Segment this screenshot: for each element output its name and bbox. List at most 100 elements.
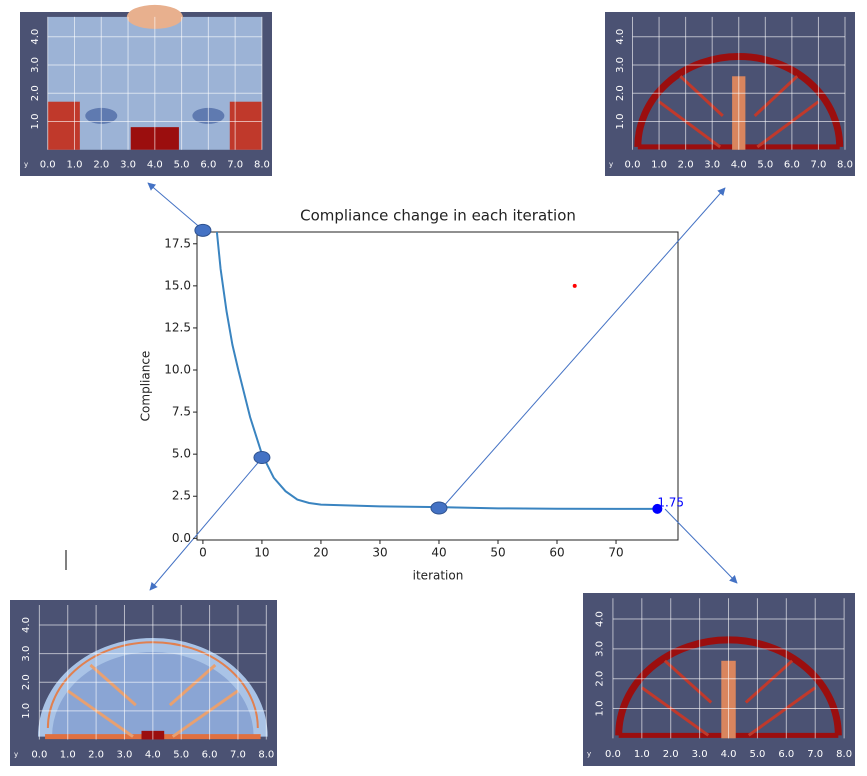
y-tick-label: 5.0 <box>172 447 191 461</box>
field <box>47 101 80 150</box>
arrow <box>149 457 263 591</box>
inset-x-label: 7.0 <box>230 749 246 760</box>
inset-y-label: 3.0 <box>594 641 605 657</box>
red-point <box>572 283 577 288</box>
member <box>663 659 713 704</box>
inset: 0.0 1.0 2.0 3.0 4.0 5.0 6.0 7.0 8.0 1.0 2.0 3.0 4.0 y <box>10 600 277 766</box>
inset-x-label: 8.0 <box>836 749 852 760</box>
y-tick-label: 7.5 <box>172 405 191 419</box>
inset-axis-label: y <box>14 750 18 758</box>
x-tick-label: 30 <box>372 546 387 560</box>
member <box>753 75 799 117</box>
y-tick-label: 15.0 <box>164 278 191 292</box>
member <box>89 663 137 707</box>
inset-axis-label: y <box>609 161 613 169</box>
inset-x-label: 1.0 <box>60 749 76 760</box>
member <box>66 689 134 738</box>
inset-y-label: 2.0 <box>594 671 605 687</box>
inset-x-label: 0.0 <box>31 749 47 760</box>
arrows <box>147 182 738 591</box>
inset-x-label: 7.0 <box>807 749 823 760</box>
inset: 0.0 1.0 2.0 3.0 4.0 5.0 6.0 7.0 8.0 1.0 2.0 3.0 4.0 y <box>583 593 855 766</box>
inset-x-label: 5.0 <box>174 160 190 171</box>
inset-x-label: 5.0 <box>757 160 773 171</box>
inset-x-label: 1.0 <box>634 749 650 760</box>
y-axis-label: Compliance <box>139 351 153 422</box>
inset-y-label: 3.0 <box>615 57 626 73</box>
inset-y-label: 1.0 <box>615 114 626 130</box>
inset-y-label: 4.0 <box>615 29 626 45</box>
y-tick-label: 12.5 <box>164 320 191 334</box>
inset-x-label: 6.0 <box>200 160 216 171</box>
inset-y-label: 1.0 <box>30 114 41 130</box>
inset-x-label: 3.0 <box>692 749 708 760</box>
end-label: 1.75 <box>657 495 684 509</box>
plot-frame <box>196 231 679 541</box>
inset-x-label: 2.0 <box>88 749 104 760</box>
inset-x-label: 0.0 <box>605 749 621 760</box>
line <box>215 232 658 510</box>
arrow <box>441 187 726 509</box>
y-tick-label: 0.0 <box>172 531 191 545</box>
inset-axis-label: y <box>587 750 591 758</box>
y-tick-label: 17.5 <box>164 236 191 250</box>
x-tick-label: 70 <box>608 546 623 560</box>
inset-x-label: 5.0 <box>749 749 765 760</box>
y-tick-label: 2.5 <box>172 489 191 503</box>
member <box>756 100 820 149</box>
inset-y-label: 4.0 <box>30 29 41 45</box>
x-tick-label: 40 <box>431 546 446 560</box>
member <box>658 100 722 149</box>
inset-y-label: 4.0 <box>21 617 32 633</box>
inset-x-label: 3.0 <box>117 749 133 760</box>
x-tick-label: 50 <box>490 546 505 560</box>
inset: 0.0 1.0 2.0 3.0 4.0 5.0 6.0 7.0 8.0 1.0 2.0 3.0 4.0 y <box>20 4 272 176</box>
inset-x-label: 2.0 <box>663 749 679 760</box>
inset-y-label: 3.0 <box>21 646 32 662</box>
member <box>640 686 710 737</box>
inset-x-label: 6.0 <box>202 749 218 760</box>
inset-x-label: 5.0 <box>173 749 189 760</box>
inset-x-label: 1.0 <box>651 160 667 171</box>
inset-x-label: 8.0 <box>254 160 270 171</box>
member <box>747 686 817 737</box>
inset-x-label: 4.0 <box>147 160 163 171</box>
inset-x-label: 3.0 <box>120 160 136 171</box>
x-tick-label: 20 <box>313 546 328 560</box>
inset-x-label: 0.0 <box>625 160 641 171</box>
inset-y-label: 1.0 <box>594 701 605 717</box>
member <box>168 663 217 707</box>
inset-x-label: 0.0 <box>40 160 56 171</box>
inset-x-label: 7.0 <box>227 160 243 171</box>
y-tick-label: 10.0 <box>164 363 191 377</box>
inset-x-label: 4.0 <box>721 749 737 760</box>
inset-y-label: 4.0 <box>594 611 605 627</box>
inset-y-label: 1.0 <box>21 703 32 719</box>
inset-axis-label: y <box>24 161 28 169</box>
inset-x-label: 8.0 <box>258 749 274 760</box>
end-point <box>652 503 663 514</box>
x-tick-label: 0 <box>199 546 207 560</box>
x-axis-label: iteration <box>413 569 464 583</box>
highlight-marker <box>253 451 271 465</box>
arrow <box>664 508 738 584</box>
inset-x-label: 1.0 <box>67 160 83 171</box>
member <box>744 659 794 704</box>
inset-x-label: 6.0 <box>778 749 794 760</box>
inset-x-label: 4.0 <box>731 160 747 171</box>
inset: 0.0 1.0 2.0 3.0 4.0 5.0 6.0 7.0 8.0 1.0 2.0 3.0 4.0 y <box>605 12 855 176</box>
chart-title: Compliance change in each iteration <box>300 207 576 225</box>
inset-x-label: 8.0 <box>837 160 853 171</box>
x-tick-label: 10 <box>254 546 269 560</box>
inset-x-label: 7.0 <box>810 160 826 171</box>
inset-x-label: 3.0 <box>704 160 720 171</box>
member <box>679 75 724 117</box>
arrow <box>147 182 204 231</box>
member <box>171 689 239 738</box>
inset-y-label: 2.0 <box>615 85 626 101</box>
x-tick-label: 60 <box>549 546 564 560</box>
inset-x-label: 6.0 <box>784 160 800 171</box>
inset-y-label: 2.0 <box>30 85 41 101</box>
